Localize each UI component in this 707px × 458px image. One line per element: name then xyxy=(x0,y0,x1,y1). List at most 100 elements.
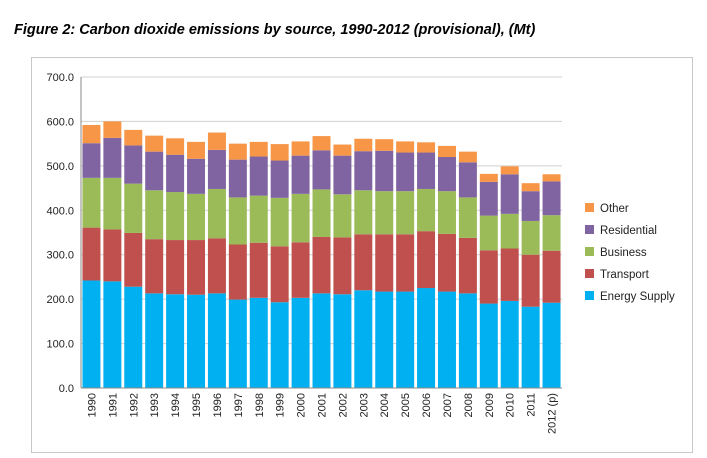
bar-segment-energy-supply xyxy=(82,280,101,388)
bar-segment-transport xyxy=(312,236,331,294)
bar-segment-residential xyxy=(396,152,415,192)
bar-segment-residential xyxy=(375,150,394,192)
bar-segment-business xyxy=(207,188,226,239)
legend-swatch xyxy=(585,291,594,300)
bar-segment-energy-supply xyxy=(375,291,394,388)
bar-segment-transport xyxy=(124,232,143,287)
bar-segment-business xyxy=(542,215,561,251)
bar-segment-residential xyxy=(270,160,289,198)
bar-segment-residential xyxy=(249,156,268,196)
x-tick-label: 2010 xyxy=(505,393,517,417)
bar-segment-business xyxy=(82,177,101,228)
bar-segment-energy-supply xyxy=(479,303,498,388)
x-tick-label: 2008 xyxy=(463,393,475,417)
bar-segment-business xyxy=(458,197,477,238)
bar-segment-other xyxy=(145,135,164,152)
bar-segment-transport xyxy=(396,234,415,292)
bar-segment-residential xyxy=(479,181,498,216)
bar-segment-transport xyxy=(417,231,436,289)
x-tick-label: 1995 xyxy=(191,393,203,417)
bar-segment-transport xyxy=(145,239,164,294)
bar-segment-energy-supply xyxy=(291,297,310,388)
bar-segment-transport xyxy=(166,240,185,295)
bar-segment-energy-supply xyxy=(354,290,373,388)
bar-segment-business xyxy=(312,189,331,237)
bar-segment-energy-supply xyxy=(500,300,519,388)
bar-segment-energy-supply xyxy=(103,281,122,388)
bar-segment-other xyxy=(333,144,352,156)
bar-segment-business xyxy=(124,183,143,233)
bar-segment-energy-supply xyxy=(437,291,456,388)
bar-segment-business xyxy=(166,192,185,241)
bar-segment-transport xyxy=(249,242,268,298)
bar-segment-energy-supply xyxy=(228,299,247,388)
legend-label: Residential xyxy=(600,225,657,237)
bar-segment-business xyxy=(500,213,519,249)
x-tick-label: 1996 xyxy=(212,393,224,417)
bar-segment-energy-supply xyxy=(312,293,331,388)
legend-label: Transport xyxy=(600,269,650,281)
x-tick-label: 1999 xyxy=(275,393,287,417)
bar-segment-business xyxy=(437,191,456,234)
bar-segment-other xyxy=(542,174,561,182)
bar-segment-residential xyxy=(542,181,561,216)
bar-segment-other xyxy=(249,141,268,157)
bar-segment-energy-supply xyxy=(542,302,561,388)
legend-swatch xyxy=(585,225,594,234)
bar-segment-residential xyxy=(458,162,477,198)
legend-label: Business xyxy=(600,247,647,259)
bar-segment-other xyxy=(291,141,310,156)
bar-segment-transport xyxy=(375,234,394,292)
bar-segment-residential xyxy=(417,152,436,189)
bar-segment-business xyxy=(228,197,247,245)
bar-segment-residential xyxy=(354,151,373,191)
bar-segment-business xyxy=(417,188,436,232)
bar-segment-other xyxy=(437,145,456,157)
bar-segment-other xyxy=(166,138,185,155)
bar-segment-business xyxy=(270,197,289,247)
bar-segment-residential xyxy=(333,155,352,195)
y-tick-label: 200.0 xyxy=(46,294,74,306)
bar-segment-business xyxy=(396,191,415,235)
bar-segment-energy-supply xyxy=(521,306,540,388)
bar-segment-transport xyxy=(207,238,226,294)
bar-segment-business xyxy=(145,190,164,240)
bar-segment-energy-supply xyxy=(458,293,477,388)
x-tick-label: 2000 xyxy=(296,393,308,417)
bar-segment-transport xyxy=(479,250,498,304)
bar-segment-residential xyxy=(521,191,540,221)
legend-swatch xyxy=(585,203,594,212)
x-tick-label: 2001 xyxy=(317,393,329,417)
bar-segment-other xyxy=(82,124,101,144)
x-tick-label: 1990 xyxy=(86,393,98,417)
bar-segment-transport xyxy=(103,229,122,282)
y-tick-label: 300.0 xyxy=(46,250,74,262)
bar-segment-residential xyxy=(187,158,206,194)
figure-title: Figure 2: Carbon dioxide emissions by so… xyxy=(14,22,536,38)
x-tick-label: 2005 xyxy=(400,393,412,417)
legend-label: Other xyxy=(600,203,629,215)
bar-segment-other xyxy=(312,136,331,151)
bar-segment-business xyxy=(333,194,352,238)
y-tick-label: 400.0 xyxy=(46,205,74,217)
bar-segment-energy-supply xyxy=(124,286,143,388)
bar-segment-residential xyxy=(103,137,122,178)
legend-swatch xyxy=(585,247,594,256)
bar-segment-transport xyxy=(458,237,477,294)
bar-segment-other xyxy=(187,141,206,159)
bar-segment-transport xyxy=(500,248,519,301)
x-tick-label: 1994 xyxy=(170,393,182,417)
bar-segment-transport xyxy=(333,237,352,295)
bar-segment-other xyxy=(417,142,436,153)
bar-segment-other xyxy=(124,129,143,146)
bar-segment-energy-supply xyxy=(145,293,164,388)
bar-segment-other xyxy=(270,144,289,161)
bar-segment-other xyxy=(458,151,477,163)
bar-segment-residential xyxy=(145,151,164,191)
x-tick-label: 2007 xyxy=(442,393,454,417)
bar-segment-other xyxy=(103,121,122,138)
bar-segment-energy-supply xyxy=(249,297,268,388)
y-tick-label: 700.0 xyxy=(46,72,74,84)
bar-segment-energy-supply xyxy=(270,302,289,388)
legend-label: Energy Supply xyxy=(600,291,675,303)
